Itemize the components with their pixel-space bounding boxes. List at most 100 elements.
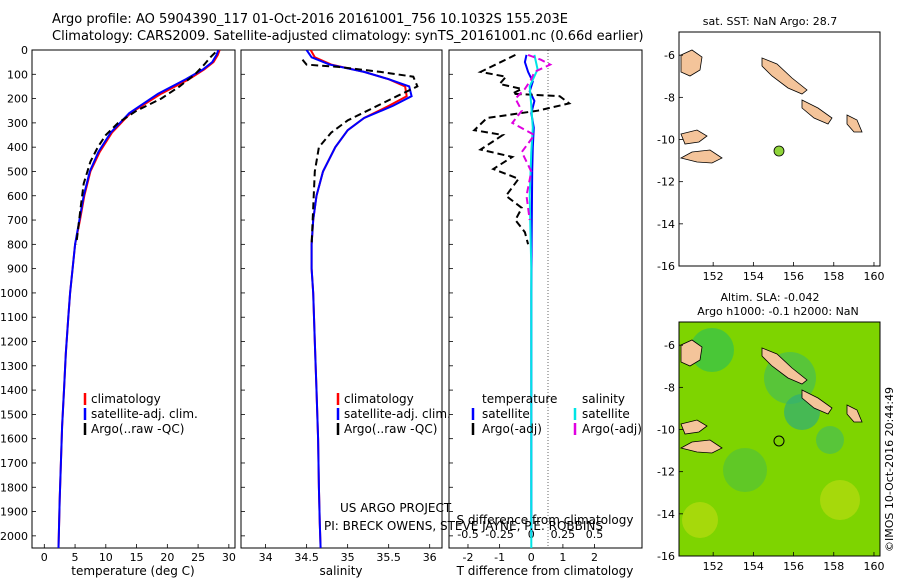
sla-anomaly-blob [820, 480, 860, 520]
legend-satellite: satellite-adj. clim. [344, 407, 451, 421]
salinity-x-ticks: 34 34.5 35 35.5 36 [259, 544, 437, 564]
x-tick-label: 34 [259, 551, 273, 564]
lat-tick-label: -12 [657, 176, 675, 189]
x-tick-label: 15 [130, 551, 144, 564]
depth-tick-label: 1800 [0, 481, 28, 494]
series-line [301, 59, 419, 245]
depth-tick-label: 900 [7, 263, 28, 276]
difference-panel-frame [448, 49, 643, 549]
lat-tick-label: -16 [657, 260, 675, 273]
x-tick-label: 30 [222, 551, 236, 564]
x-tick-label: 35.5 [376, 551, 401, 564]
depth-tick-label: 1000 [0, 287, 28, 300]
island-shape [680, 49, 703, 77]
s-tick-label: 0.5 [586, 528, 604, 541]
sla-map-frame [678, 321, 881, 557]
difference-xlabel: T difference from climatology [456, 564, 634, 578]
depth-tick-label: 500 [7, 165, 28, 178]
x-tick-label: 0 [528, 551, 535, 564]
depth-tick-label: 1900 [0, 506, 28, 519]
island-shape [801, 389, 833, 415]
legend-temperature-head: temperature [482, 392, 557, 406]
depth-tick-label: 700 [7, 214, 28, 227]
temperature-series [57, 50, 221, 548]
island-shape [679, 149, 723, 164]
depth-axis: 0 100 200 300 400 500 600 700 800 900 1000 1100 1200… [0, 44, 453, 543]
s-tick-label: 0.25 [551, 528, 576, 541]
lat-tick-label: -16 [657, 550, 675, 563]
lon-tick-label: 154 [743, 270, 764, 283]
legend-climatology: climatology [344, 392, 414, 406]
x-tick-label: 34.5 [294, 551, 319, 564]
series-line [472, 54, 572, 245]
legend-satellite: satellite-adj. clim. [91, 407, 198, 421]
island-shape [761, 57, 808, 95]
depth-tick-label: 1100 [0, 311, 28, 324]
sla-map-title-1: Altim. SLA: -0.042 [720, 291, 819, 304]
x-tick-label: 1 [559, 551, 566, 564]
island-shape [680, 419, 708, 435]
series-line [309, 50, 408, 548]
series-line [57, 50, 221, 548]
series-line [510, 53, 553, 221]
island-shape [761, 347, 808, 385]
credit-line-2: PI: BRECK OWENS, STEVE JAYNE, P.E. ROBBI… [324, 519, 603, 533]
difference-x-ticks: -2 -1 0 1 2 [462, 544, 598, 564]
sla-anomaly-blob [682, 502, 718, 538]
x-tick-label: 0 [41, 551, 48, 564]
x-tick-label: -1 [494, 551, 505, 564]
x-tick-label: -2 [462, 551, 473, 564]
depth-tick-label: 1700 [0, 457, 28, 470]
sla-anomaly-blob [816, 426, 844, 454]
temperature-legend: climatology satellite-adj. clim. Argo(..… [83, 392, 198, 436]
difference-legend: temperature satellite Argo(-adj) salinit… [471, 392, 642, 436]
x-tick-label: 20 [160, 551, 174, 564]
lat-tick-label: -10 [657, 424, 675, 437]
lat-tick-label: -14 [657, 508, 675, 521]
sla-anomaly-blob [723, 448, 767, 492]
x-tick-label: 2 [591, 551, 598, 564]
island-shape [846, 114, 863, 133]
x-tick-label: 10 [99, 551, 113, 564]
series-line [57, 50, 220, 548]
sst-map: 152 154 156 158 160 -6 -8 -10 -12 -14 -16 [657, 31, 884, 283]
island-shape [680, 339, 703, 367]
lat-tick-label: -12 [657, 466, 675, 479]
lon-tick-label: 160 [863, 270, 884, 283]
lat-tick-label: -10 [657, 134, 675, 147]
legend-salinity-head: salinity [582, 392, 625, 406]
sst-map-ticks: 152 154 156 158 160 -6 -8 -10 -12 -14 -16 [657, 49, 884, 283]
island-shape [801, 99, 833, 125]
salinity-legend: climatology satellite-adj. clim. Argo(..… [324, 392, 603, 533]
sla-anomaly-blob [690, 328, 734, 372]
island-shape [680, 129, 708, 145]
series-line [75, 51, 217, 245]
depth-tick-label: 300 [7, 117, 28, 130]
depth-tick-label: 1400 [0, 384, 28, 397]
imos-timestamp: ©IMOS 10-Oct-2016 20:44:49 [883, 387, 896, 552]
depth-tick-label: 200 [7, 93, 28, 106]
lat-tick-label: -6 [664, 49, 675, 62]
depth-tick-label: 1500 [0, 408, 28, 421]
lon-tick-label: 152 [703, 560, 724, 573]
temperature-x-ticks: 0 5 10 15 20 25 30 [41, 544, 236, 564]
legend-s-satellite: satellite [582, 407, 630, 421]
series-line [528, 54, 539, 548]
depth-tick-label: 1200 [0, 336, 28, 349]
salinity-xlabel: salinity [319, 564, 362, 578]
difference-series [472, 53, 572, 548]
s-tick-label: -0.5 [457, 528, 478, 541]
lon-tick-label: 156 [783, 270, 804, 283]
sla-map-title-2: Argo h1000: -0.1 h2000: NaN [697, 305, 859, 318]
temperature-xlabel: temperature (deg C) [71, 564, 194, 578]
depth-tick-label: 400 [7, 141, 28, 154]
x-tick-label: 5 [72, 551, 79, 564]
lat-tick-label: -6 [664, 339, 675, 352]
header-line-1: Argo profile: AO 5904390_117 01-Oct-2016… [52, 12, 569, 27]
legend-t-satellite: satellite [482, 407, 530, 421]
lat-tick-label: -8 [664, 91, 675, 104]
legend-t-argo: Argo(-adj) [482, 422, 542, 436]
legend-s-argo: Argo(-adj) [582, 422, 642, 436]
lon-tick-label: 160 [863, 560, 884, 573]
